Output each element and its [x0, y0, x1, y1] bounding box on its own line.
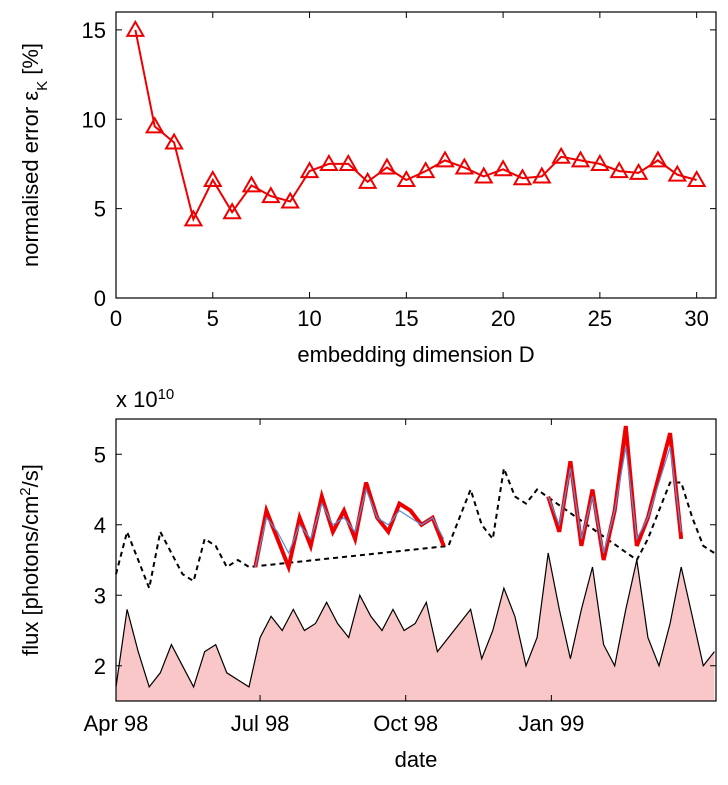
data-point — [125, 19, 146, 37]
x-tick-label: 10 — [297, 306, 321, 331]
flux-area-fill — [116, 553, 715, 701]
data-point — [570, 150, 591, 168]
data-point — [609, 161, 629, 179]
y-axis-label-main: flux [photons/cm — [18, 496, 43, 656]
error-series-line — [134, 29, 697, 223]
x-tick-label: Jan 99 — [518, 711, 584, 736]
y-tick-label: 5 — [94, 442, 106, 467]
data-point — [241, 175, 262, 193]
x-tick-label: Oct 98 — [373, 711, 438, 736]
data-point — [319, 153, 339, 171]
data-point — [144, 116, 165, 134]
y-tick-label: 3 — [94, 583, 106, 608]
x-tick-label: 25 — [588, 306, 612, 331]
data-point — [338, 153, 358, 171]
data-point — [299, 161, 320, 179]
data-point — [512, 168, 533, 186]
y-axis-label-suffix: [%] — [18, 43, 43, 81]
x-tick-label: 5 — [207, 306, 219, 331]
y-multiplier-base: x 10 — [116, 387, 158, 412]
red-series-line — [546, 425, 684, 561]
y-tick-label: 5 — [94, 197, 106, 222]
y-axis-label-subscript: K — [34, 81, 51, 91]
plot-frame — [115, 11, 717, 299]
y-axis-label-superscript: 2 — [17, 487, 34, 495]
data-point — [357, 171, 378, 189]
dashed-series-line — [115, 464, 715, 592]
plot-frame — [115, 418, 717, 702]
data-point — [686, 170, 707, 188]
blue-series-line — [254, 487, 445, 568]
x-tick-label: 15 — [394, 306, 418, 331]
data-point — [551, 146, 571, 164]
y-axis-label: normalised error εK [%] — [18, 43, 51, 267]
bottom-panel: Apr 98 Jul 98 Oct 98 Jan 99 2 3 4 5 x 1010 date fl… — [17, 386, 717, 772]
y-tick-label: 2 — [94, 654, 106, 679]
y-axis-label-main: normalised error ε — [18, 91, 43, 267]
data-point — [628, 162, 649, 180]
data-point — [183, 209, 204, 227]
data-point — [203, 170, 223, 188]
data-point — [222, 202, 242, 220]
data-point — [261, 186, 281, 204]
x-axis-label: embedding dimension D — [297, 342, 534, 367]
data-point — [667, 164, 688, 182]
data-point — [454, 157, 475, 175]
data-point — [493, 159, 513, 177]
top-panel: 0 5 10 15 20 25 30 0 5 10 15 embedding dimension D n… — [18, 11, 717, 367]
y-tick-label: 15 — [82, 18, 106, 43]
y-multiplier-label: x 1010 — [116, 386, 174, 413]
x-tick-label: 0 — [110, 306, 122, 331]
data-point — [164, 132, 184, 150]
data-point — [396, 170, 417, 188]
x-tick-label: 20 — [491, 306, 515, 331]
y-axis-label-suffix: /s] — [18, 464, 43, 487]
x-tick-label: Apr 98 — [84, 711, 149, 736]
data-point — [280, 191, 300, 209]
y-axis-label: flux [photons/cm2/s] — [17, 464, 44, 656]
y-tick-label: 4 — [94, 513, 106, 538]
x-axis-label: date — [395, 747, 438, 772]
y-tick-label: 10 — [82, 107, 106, 132]
data-point — [415, 161, 436, 179]
data-point — [590, 153, 610, 171]
data-point — [377, 157, 397, 175]
x-tick-label: 30 — [684, 306, 708, 331]
data-point — [532, 166, 552, 184]
flux-area-outline — [115, 552, 715, 689]
data-point — [435, 150, 455, 168]
y-multiplier-exponent: 10 — [158, 386, 175, 403]
blue-series-line — [547, 447, 682, 554]
data-point — [474, 166, 494, 184]
data-point — [648, 150, 668, 168]
y-tick-label: 0 — [94, 286, 106, 311]
x-tick-label: Jul 98 — [231, 711, 290, 736]
